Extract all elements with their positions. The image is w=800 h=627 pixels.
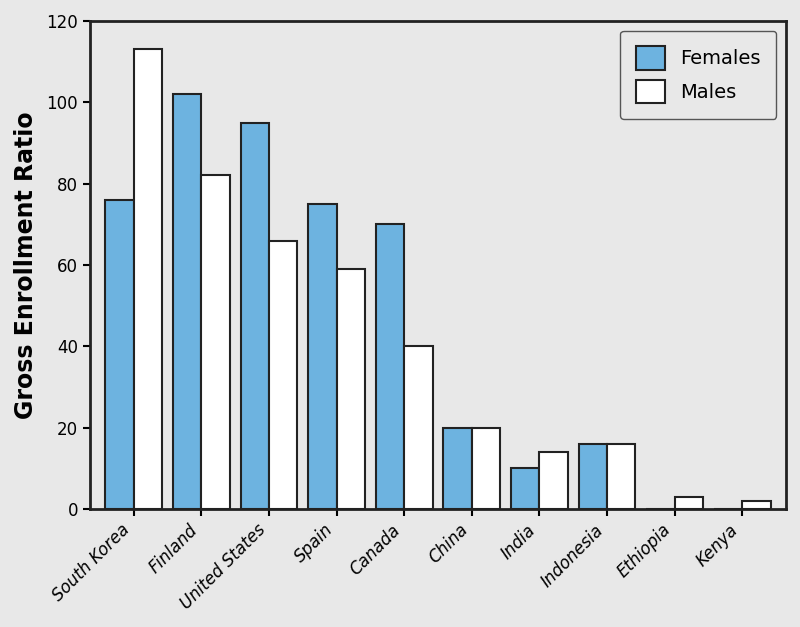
Bar [472, 428, 500, 509]
Bar [308, 204, 337, 509]
Bar [742, 501, 770, 509]
Bar [173, 94, 202, 509]
Bar [443, 428, 472, 509]
Bar [269, 241, 298, 509]
Bar [106, 200, 134, 509]
Bar [511, 468, 539, 509]
Bar [674, 497, 703, 509]
Y-axis label: Gross Enrollment Ratio: Gross Enrollment Ratio [14, 111, 38, 419]
Bar [376, 224, 404, 509]
Bar [202, 176, 230, 509]
Bar [241, 123, 269, 509]
Bar [404, 346, 433, 509]
Bar [134, 50, 162, 509]
Bar [539, 452, 568, 509]
Bar [578, 444, 607, 509]
Legend: Females, Males: Females, Males [620, 31, 776, 119]
Bar [337, 269, 365, 509]
Bar [607, 444, 635, 509]
